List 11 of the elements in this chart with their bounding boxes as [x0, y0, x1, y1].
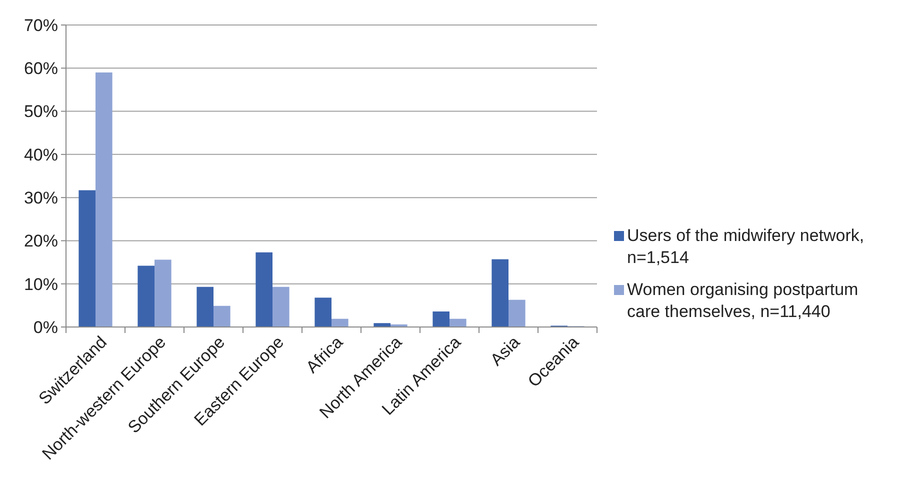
y-tick-label: 0% [33, 318, 58, 337]
y-tick-label: 20% [24, 232, 58, 251]
y-tick-label: 10% [24, 274, 58, 294]
legend-label: Users of the midwifery network, n=1,514 [627, 226, 864, 267]
y-tick-label: 30% [24, 188, 58, 208]
y-tick-label: 70% [24, 16, 58, 35]
y-tick-label: 50% [24, 102, 58, 122]
y-tick-label: 40% [24, 145, 58, 164]
legend-label: Women organising postpartum care themselves, n=11,440 [627, 280, 858, 321]
y-tick-label: 60% [24, 59, 58, 78]
x-tick-label: Asia [486, 332, 524, 370]
